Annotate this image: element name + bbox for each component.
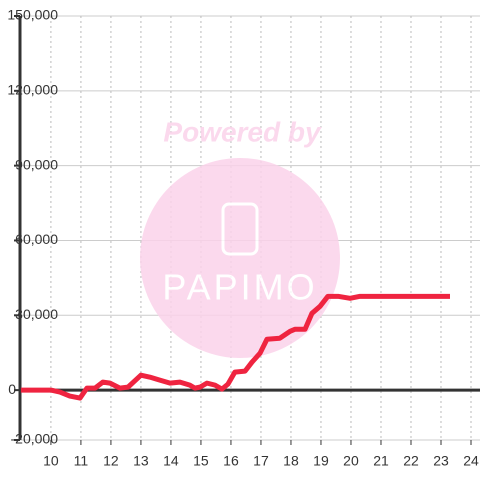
watermark-circle bbox=[140, 158, 340, 358]
y-tick-label: 30,000 bbox=[15, 306, 58, 322]
watermark-phone bbox=[221, 202, 259, 256]
watermark: Powered by PAPIMO bbox=[140, 116, 340, 358]
x-tick-label: 20 bbox=[343, 453, 359, 469]
x-tick-label: 24 bbox=[463, 453, 479, 469]
x-tick-label: 12 bbox=[103, 453, 119, 469]
x-tick-label: 23 bbox=[433, 453, 449, 469]
x-tick-label: 15 bbox=[193, 453, 209, 469]
y-tick-label: 120,000 bbox=[7, 82, 58, 98]
series-line bbox=[20, 293, 450, 401]
y-tick-label: 60,000 bbox=[15, 231, 58, 247]
x-tick-label: 13 bbox=[133, 453, 149, 469]
y-tick-label: 0 bbox=[8, 381, 16, 397]
watermark-text: Powered by bbox=[163, 116, 322, 147]
watermark-logo: PAPIMO bbox=[162, 267, 317, 308]
x-tick-label: 21 bbox=[373, 453, 389, 469]
x-tick-label: 18 bbox=[283, 453, 299, 469]
x-tick-label: 10 bbox=[43, 453, 59, 469]
x-tick-label: 16 bbox=[223, 453, 239, 469]
y-tick-label: 90,000 bbox=[15, 156, 58, 172]
x-tick-label: 17 bbox=[253, 453, 269, 469]
x-tick-label: 22 bbox=[403, 453, 419, 469]
x-tick-label: 19 bbox=[313, 453, 329, 469]
y-tick-label: -20,000 bbox=[11, 431, 59, 447]
x-tick-label: 11 bbox=[74, 453, 89, 469]
y-tick-label: 150,000 bbox=[7, 7, 58, 23]
x-tick-label: 14 bbox=[163, 453, 179, 469]
